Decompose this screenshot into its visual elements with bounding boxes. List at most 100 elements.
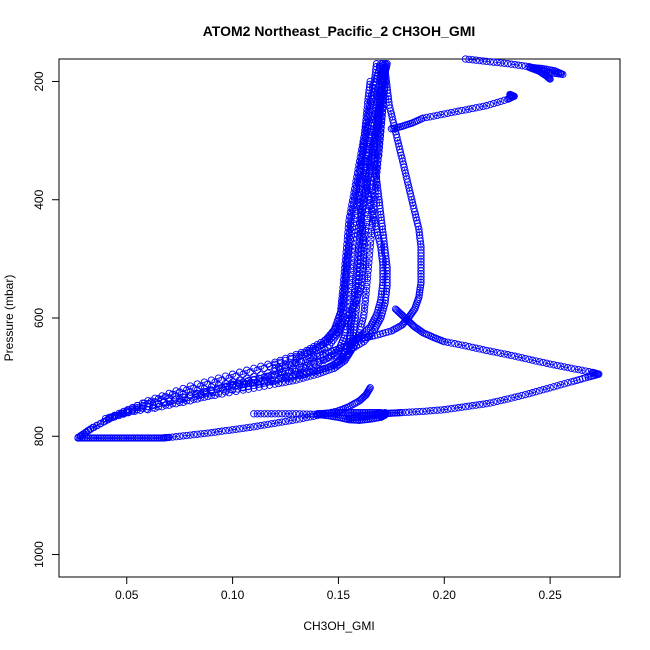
data-point — [337, 304, 345, 313]
data-point — [179, 432, 187, 440]
data-point — [340, 271, 348, 280]
data-point — [366, 80, 374, 89]
data-point — [228, 386, 237, 394]
data-point — [482, 57, 491, 66]
y-tick-label: 800 — [32, 426, 46, 446]
data-point — [373, 331, 381, 339]
data-point — [355, 408, 364, 417]
data-point — [278, 374, 286, 382]
data-point — [84, 434, 93, 442]
data-point — [79, 434, 87, 442]
data-point — [352, 177, 360, 185]
y-tick-label: 400 — [32, 189, 46, 209]
data-series — [292, 77, 374, 362]
data-point — [288, 416, 297, 424]
data-point — [313, 366, 321, 374]
data-point — [144, 434, 153, 442]
data-point — [370, 148, 379, 157]
data-point — [417, 264, 425, 272]
data-point — [183, 386, 191, 394]
data-point — [359, 264, 368, 272]
data-point — [244, 385, 253, 393]
data-point — [360, 133, 368, 141]
data-point — [281, 361, 290, 369]
data-point — [440, 110, 448, 118]
data-point — [232, 387, 240, 396]
data-point — [514, 61, 523, 69]
data-point — [339, 279, 348, 288]
data-point — [364, 267, 372, 275]
data-point — [372, 180, 380, 188]
data-point — [129, 403, 137, 412]
data-point — [422, 407, 431, 415]
data-point — [377, 117, 386, 125]
data-point — [288, 365, 297, 373]
data-point — [176, 432, 184, 440]
data-point — [362, 290, 370, 298]
data-point — [271, 370, 279, 378]
data-point — [358, 278, 366, 286]
data-point — [361, 119, 370, 128]
data-point — [417, 261, 425, 269]
data-point — [285, 377, 293, 386]
data-point — [546, 384, 554, 392]
data-point — [214, 428, 223, 436]
data-point — [545, 74, 554, 83]
data-point — [361, 126, 369, 134]
data-point — [419, 407, 427, 416]
data-point — [228, 380, 237, 388]
data-point — [507, 394, 515, 402]
data-point — [340, 289, 348, 297]
data-point — [426, 113, 434, 121]
data-point — [345, 216, 353, 225]
data-point — [535, 358, 544, 366]
data-point — [417, 278, 425, 287]
data-point — [454, 340, 463, 349]
data-point — [511, 393, 519, 401]
data-point — [106, 434, 114, 442]
data-point — [111, 434, 119, 442]
data-point — [371, 408, 380, 417]
data-point — [158, 403, 166, 411]
data-point — [200, 378, 209, 386]
data-point — [358, 281, 366, 290]
data-point — [571, 365, 579, 373]
data-point — [585, 368, 593, 376]
data-point — [379, 264, 387, 272]
data-point — [360, 234, 368, 242]
data-point — [365, 251, 374, 259]
data-point — [365, 259, 373, 267]
data-point — [479, 400, 487, 408]
data-point — [93, 421, 101, 430]
data-point — [500, 396, 508, 404]
data-point — [271, 410, 279, 418]
data-point — [295, 375, 304, 383]
data-point — [253, 422, 261, 430]
data-point — [345, 408, 353, 417]
data-point — [250, 375, 258, 384]
data-point — [165, 401, 173, 409]
data-point — [225, 374, 233, 382]
data-point — [451, 108, 459, 116]
data-point — [376, 330, 384, 338]
data-point — [331, 407, 339, 416]
data-point — [243, 424, 251, 432]
data-point — [299, 362, 307, 370]
data-point — [417, 267, 425, 275]
data-point — [458, 341, 466, 349]
data-point — [320, 410, 328, 418]
data-point — [89, 423, 97, 432]
data-point — [339, 287, 347, 296]
data-point — [228, 382, 237, 390]
data-point — [373, 168, 381, 176]
data-point — [100, 434, 109, 442]
data-point — [362, 116, 370, 124]
data-point — [267, 371, 276, 379]
data-point — [355, 192, 364, 200]
data-point — [306, 413, 314, 421]
data-point — [451, 404, 459, 412]
data-series — [271, 65, 387, 372]
data-point — [168, 433, 177, 441]
data-point — [260, 421, 268, 429]
